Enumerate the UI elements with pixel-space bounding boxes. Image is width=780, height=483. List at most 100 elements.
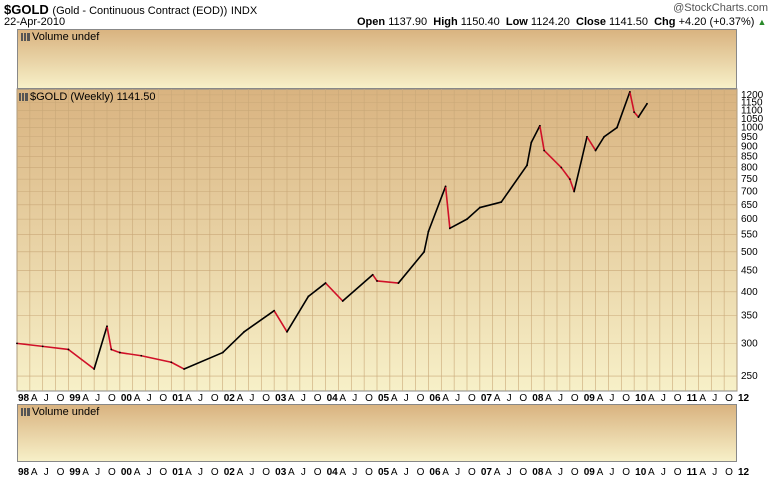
x-tick-label: O	[57, 393, 65, 404]
x-tick-label: A	[699, 467, 706, 478]
x-tick-label: A	[391, 467, 398, 478]
price-segment	[560, 166, 571, 180]
bar-chart-icon	[19, 93, 28, 102]
x-tick-label: J	[44, 393, 49, 404]
price-point	[444, 185, 447, 188]
price-point	[594, 149, 597, 152]
x-tick-label: A	[185, 393, 192, 404]
y-tick-label: 1050	[741, 114, 764, 125]
x-tick-label: O	[674, 467, 682, 478]
x-tick-label: O	[468, 467, 476, 478]
x-tick-label: A	[134, 467, 141, 478]
x-tick-label: A	[82, 393, 89, 404]
x-tick-label: O	[622, 393, 630, 404]
x-tick-label: 10	[635, 393, 647, 404]
x-tick-label: J	[249, 467, 254, 478]
x-tick-label: J	[95, 393, 100, 404]
price-point	[93, 368, 96, 370]
x-tick-label: O	[725, 393, 733, 404]
x-tick-label: A	[185, 467, 192, 478]
x-tick-label: J	[455, 393, 460, 404]
y-tick-label: 600	[741, 214, 758, 225]
volume-label-bottom: Volume undef	[21, 406, 99, 418]
price-segment	[526, 141, 533, 167]
price-series	[16, 91, 648, 370]
price-segment	[170, 361, 185, 370]
stockcharts-brand[interactable]: @StockCharts.com	[673, 2, 768, 14]
chart-description: (Gold - Continuous Contract (EOD))	[52, 5, 228, 17]
price-segment	[573, 135, 588, 193]
x-tick-label: 07	[481, 467, 493, 478]
price-segment	[371, 273, 378, 282]
price-segment	[449, 218, 468, 230]
x-tick-label: J	[661, 467, 666, 478]
x-tick-label: J	[301, 393, 306, 404]
price-point	[118, 351, 121, 354]
price-segment	[539, 124, 545, 152]
price-segment	[119, 351, 143, 357]
x-tick-label: A	[699, 393, 706, 404]
x-tick-label: O	[314, 467, 322, 478]
price-point	[530, 141, 533, 144]
price-point	[478, 206, 481, 209]
x-tick-label: O	[468, 393, 476, 404]
y-tick-label: 1100	[741, 105, 763, 116]
x-tick-label: 06	[429, 393, 441, 404]
x-tick-label: A	[391, 393, 398, 404]
x-tick-label: A	[339, 393, 346, 404]
x-tick-label: 08	[532, 393, 544, 404]
price-segment	[376, 280, 400, 284]
x-tick-label: 04	[327, 467, 339, 478]
price-segment	[603, 126, 618, 138]
x-tick-label: 09	[584, 467, 596, 478]
x-tick-label: A	[494, 467, 501, 478]
price-panel-label: $GOLD (Weekly) 1141.50	[19, 91, 156, 103]
x-tick-label: O	[365, 393, 373, 404]
y-tick-label: 250	[741, 371, 758, 382]
price-segment	[569, 178, 575, 193]
price-point	[376, 280, 378, 282]
x-tick-label: 01	[172, 393, 184, 404]
x-tick-label: J	[609, 393, 614, 404]
x-tick-label: 03	[275, 393, 287, 404]
price-segment	[500, 164, 528, 203]
x-tick-label: 00	[121, 467, 133, 478]
x-tick-label: O	[519, 467, 527, 478]
x-tick-label: A	[494, 393, 501, 404]
price-point	[568, 178, 571, 181]
x-tick-label: A	[442, 393, 449, 404]
x-tick-label: O	[314, 393, 322, 404]
price-point	[616, 126, 618, 129]
volume-panel-bottom: Volume undef	[17, 404, 737, 462]
x-tick-label: O	[108, 393, 116, 404]
x-tick-label: J	[507, 467, 512, 478]
bar-chart-icon	[21, 33, 30, 42]
price-segment	[221, 331, 245, 354]
x-tick-label: J	[712, 393, 717, 404]
y-tick-label: 1150	[741, 98, 763, 109]
price-segment	[307, 282, 327, 298]
x-tick-label: A	[31, 467, 38, 478]
x-tick-label: A	[597, 393, 604, 404]
price-point	[341, 300, 344, 302]
price-segment	[243, 309, 275, 333]
price-point	[603, 135, 606, 138]
price-segment	[324, 282, 344, 302]
x-tick-label: J	[404, 467, 409, 478]
x-tick-label: J	[147, 393, 152, 404]
x-tick-label: A	[237, 393, 244, 404]
x-tick-label: J	[455, 467, 460, 478]
x-tick-label: J	[249, 393, 254, 404]
x-tick-label: A	[82, 467, 89, 478]
price-point	[140, 354, 143, 357]
x-tick-label: O	[417, 393, 425, 404]
y-tick-label: 1000	[741, 123, 764, 134]
price-segment	[466, 206, 481, 220]
x-tick-label: 12	[738, 393, 750, 404]
price-segment	[616, 91, 631, 129]
price-segment	[543, 149, 563, 169]
price-point	[16, 342, 18, 345]
chart-ticker: $GOLD (Gold - Continuous Contract (EOD))…	[4, 2, 258, 17]
y-tick-label: 400	[741, 287, 758, 298]
y-tick-label: 450	[741, 266, 758, 277]
